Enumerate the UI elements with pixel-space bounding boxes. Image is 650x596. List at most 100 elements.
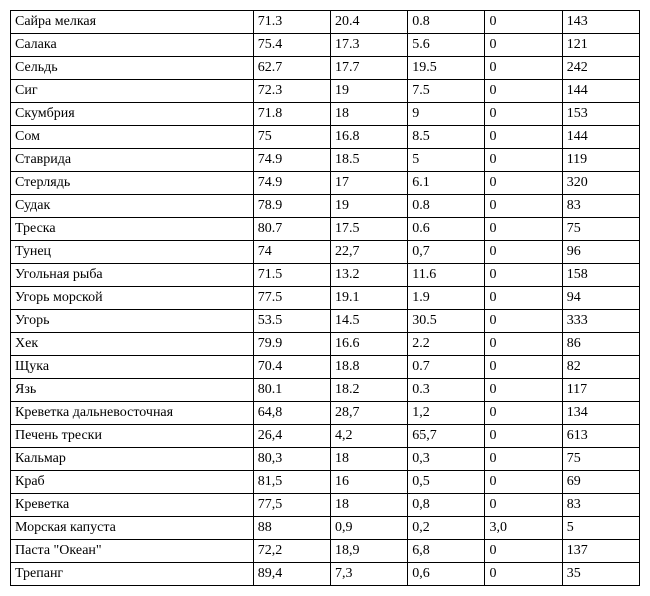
table-cell: 28,7 xyxy=(331,402,408,425)
table-row: Кальмар80,3180,3075 xyxy=(11,448,640,471)
table-cell: Тунец xyxy=(11,241,254,264)
table-cell: 13.2 xyxy=(331,264,408,287)
table-cell: 53.5 xyxy=(253,310,330,333)
table-cell: 613 xyxy=(562,425,639,448)
table-cell: 74 xyxy=(253,241,330,264)
table-cell: 0 xyxy=(485,218,562,241)
table-row: Щука70.418.80.7082 xyxy=(11,356,640,379)
table-cell: 0,2 xyxy=(408,517,485,540)
table-cell: 0.8 xyxy=(408,11,485,34)
table-cell: 0 xyxy=(485,172,562,195)
table-cell: 242 xyxy=(562,57,639,80)
table-row: Трепанг89,47,30,6035 xyxy=(11,563,640,586)
table-cell: 153 xyxy=(562,103,639,126)
table-cell: 65,7 xyxy=(408,425,485,448)
table-cell: Морская капуста xyxy=(11,517,254,540)
table-row: Стерлядь74.9176.10320 xyxy=(11,172,640,195)
table-cell: 0,8 xyxy=(408,494,485,517)
table-cell: 1.9 xyxy=(408,287,485,310)
table-cell: 6.1 xyxy=(408,172,485,195)
table-cell: 137 xyxy=(562,540,639,563)
table-cell: 119 xyxy=(562,149,639,172)
table-cell: 18 xyxy=(331,448,408,471)
table-cell: Печень трески xyxy=(11,425,254,448)
table-cell: 16 xyxy=(331,471,408,494)
table-cell: 144 xyxy=(562,80,639,103)
table-cell: 19.1 xyxy=(331,287,408,310)
table-cell: 9 xyxy=(408,103,485,126)
table-cell: 0 xyxy=(485,195,562,218)
table-cell: 18.8 xyxy=(331,356,408,379)
table-cell: 83 xyxy=(562,494,639,517)
table-row: Угорь морской77.519.11.9094 xyxy=(11,287,640,310)
table-row: Краб81,5160,5069 xyxy=(11,471,640,494)
table-cell: 26,4 xyxy=(253,425,330,448)
table-cell: 158 xyxy=(562,264,639,287)
table-cell: Угорь морской xyxy=(11,287,254,310)
table-cell: 0 xyxy=(485,310,562,333)
table-row: Паста "Океан"72,218,96,80137 xyxy=(11,540,640,563)
table-cell: 70.4 xyxy=(253,356,330,379)
table-cell: 0.3 xyxy=(408,379,485,402)
table-cell: 3,0 xyxy=(485,517,562,540)
table-cell: 7,3 xyxy=(331,563,408,586)
table-cell: 18,9 xyxy=(331,540,408,563)
table-cell: 19.5 xyxy=(408,57,485,80)
table-cell: Сайра мелкая xyxy=(11,11,254,34)
table-cell: 0 xyxy=(485,471,562,494)
table-cell: 62.7 xyxy=(253,57,330,80)
table-cell: 77.5 xyxy=(253,287,330,310)
table-cell: 320 xyxy=(562,172,639,195)
table-cell: 0 xyxy=(485,333,562,356)
table-cell: Стерлядь xyxy=(11,172,254,195)
table-cell: 121 xyxy=(562,34,639,57)
table-row: Язь80.118.20.30117 xyxy=(11,379,640,402)
table-cell: 18 xyxy=(331,103,408,126)
table-cell: 75 xyxy=(253,126,330,149)
table-cell: 69 xyxy=(562,471,639,494)
table-cell: 0 xyxy=(485,356,562,379)
table-row: Тунец7422,70,7096 xyxy=(11,241,640,264)
table-cell: 71.5 xyxy=(253,264,330,287)
table-cell: 333 xyxy=(562,310,639,333)
table-cell: 0.8 xyxy=(408,195,485,218)
table-cell: 72,2 xyxy=(253,540,330,563)
table-cell: 5 xyxy=(562,517,639,540)
table-cell: 78.9 xyxy=(253,195,330,218)
table-cell: 4,2 xyxy=(331,425,408,448)
table-cell: 86 xyxy=(562,333,639,356)
table-cell: 0 xyxy=(485,80,562,103)
table-row: Креветка77,5180,8083 xyxy=(11,494,640,517)
table-cell: 14.5 xyxy=(331,310,408,333)
table-cell: Угольная рыба xyxy=(11,264,254,287)
table-cell: 143 xyxy=(562,11,639,34)
table-cell: 18.2 xyxy=(331,379,408,402)
table-row: Морская капуста880,90,23,05 xyxy=(11,517,640,540)
table-cell: 35 xyxy=(562,563,639,586)
table-cell: 0 xyxy=(485,448,562,471)
table-cell: 17.3 xyxy=(331,34,408,57)
table-cell: 0,3 xyxy=(408,448,485,471)
table-cell: 0 xyxy=(485,34,562,57)
table-cell: 0 xyxy=(485,402,562,425)
table-cell: 0 xyxy=(485,264,562,287)
table-row: Сом7516.88.50144 xyxy=(11,126,640,149)
table-row: Скумбрия71.81890153 xyxy=(11,103,640,126)
table-cell: 0 xyxy=(485,241,562,264)
table-cell: 80.7 xyxy=(253,218,330,241)
table-cell: Креветка дальневосточная xyxy=(11,402,254,425)
table-cell: 81,5 xyxy=(253,471,330,494)
table-cell: Сом xyxy=(11,126,254,149)
table-cell: Кальмар xyxy=(11,448,254,471)
table-cell: 80.1 xyxy=(253,379,330,402)
table-row: Сельдь62.717.719.50242 xyxy=(11,57,640,80)
table-cell: 16.8 xyxy=(331,126,408,149)
table-cell: 17 xyxy=(331,172,408,195)
table-cell: Сиг xyxy=(11,80,254,103)
table-cell: 20.4 xyxy=(331,11,408,34)
table-cell: 0.7 xyxy=(408,356,485,379)
table-cell: 117 xyxy=(562,379,639,402)
table-cell: 2.2 xyxy=(408,333,485,356)
table-cell: 75.4 xyxy=(253,34,330,57)
table-cell: 74.9 xyxy=(253,149,330,172)
